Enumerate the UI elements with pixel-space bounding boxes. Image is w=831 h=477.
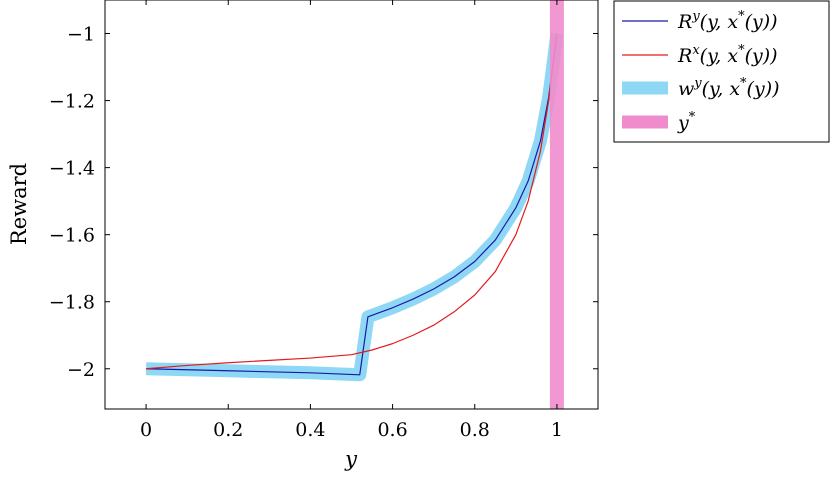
legend-label-w-y: wy(y, x*(y)) — [678, 76, 780, 100]
series-w-y-band — [145, 32, 564, 382]
x-tick-label: 0.8 — [460, 419, 490, 441]
legend-label-r-x: Rx(y, x*(y)) — [677, 43, 778, 67]
y-tick-label: −2 — [67, 359, 95, 381]
y-tick-label: −1.8 — [49, 292, 95, 314]
series-layer — [145, 0, 564, 409]
y-axis: −2 −1.8 −1.6 −1.4 −1.2 −1 — [49, 24, 598, 381]
x-tick-label: 0.2 — [213, 419, 243, 441]
legend: Ry(y, x*(y)) Rx(y, x*(y)) wy(y, x*(y)) y… — [613, 0, 830, 143]
x-tick-label: 0.4 — [295, 419, 325, 441]
x-tick-label: 0 — [140, 419, 152, 441]
legend-label-r-y: Ry(y, x*(y)) — [677, 9, 778, 33]
y-tick-label: −1.2 — [49, 91, 95, 113]
y-tick-label: −1.6 — [49, 225, 95, 247]
x-axis: 0 0.2 0.4 0.6 0.8 1 — [140, 0, 563, 441]
x-tick-label: 0.6 — [377, 419, 407, 441]
y-tick-label: −1 — [67, 24, 95, 46]
y-tick-label: −1.4 — [49, 158, 95, 180]
series-r-x-line — [146, 33, 558, 370]
x-tick-label: 1 — [551, 419, 563, 441]
plot-frame — [104, 0, 599, 410]
y-axis-title: Reward — [7, 163, 31, 245]
x-axis-title: y — [344, 447, 358, 471]
series-r-y-line — [146, 33, 558, 376]
